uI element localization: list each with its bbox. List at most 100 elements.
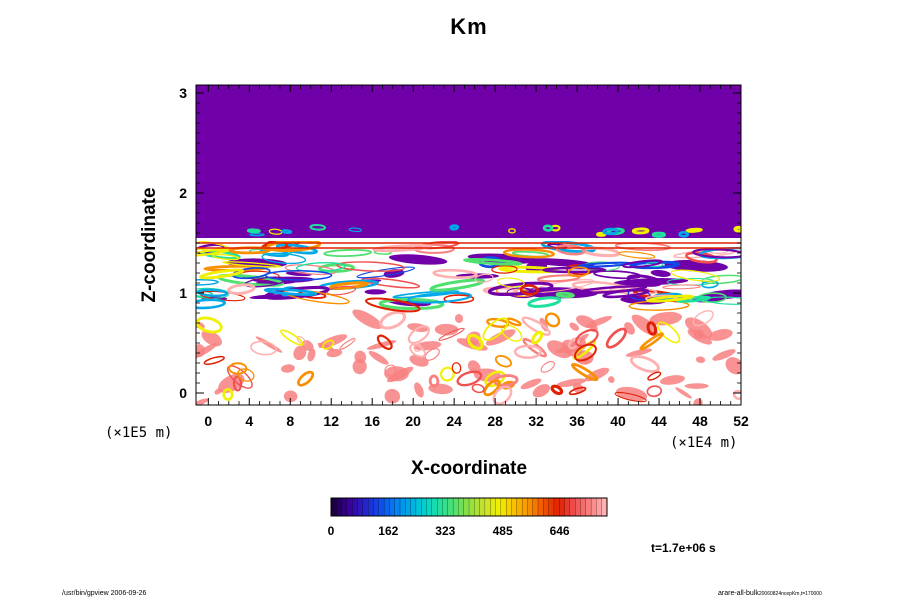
field-patch — [631, 314, 658, 336]
field-contour — [605, 327, 627, 349]
field-band — [196, 238, 741, 241]
field-contour — [631, 227, 650, 235]
field-contour — [222, 261, 282, 268]
field-contour — [196, 279, 219, 286]
field-patch — [708, 329, 733, 341]
field-contour — [705, 296, 741, 305]
colorbar-cell — [330, 497, 337, 517]
field-contour — [440, 366, 455, 382]
colorbar-cell — [336, 497, 343, 517]
field-contour — [297, 370, 315, 387]
colorbar-cell — [569, 497, 576, 517]
field-contour — [646, 385, 663, 398]
field-contour — [692, 248, 741, 259]
x-axis-unit: (×1E4 m) — [670, 435, 738, 451]
y-axis: 0 1 2 3 — [179, 85, 741, 401]
x-axis-label: X-coordinate — [410, 458, 528, 479]
footer-right-main: arare-all-bulk — [718, 590, 759, 597]
x-tick-label-8: 8 — [286, 413, 294, 429]
colorbar-cell — [378, 497, 385, 517]
field-contour — [203, 355, 225, 365]
field-contour — [409, 343, 426, 358]
field-contour — [482, 317, 509, 341]
x-tick-label-36: 36 — [569, 413, 585, 429]
colorbar-cell — [585, 497, 592, 517]
field-patch — [569, 322, 580, 331]
y-tick-label-0: 0 — [179, 385, 187, 401]
field-contour — [339, 338, 356, 350]
field-contour — [602, 227, 619, 236]
field-contour — [438, 327, 465, 341]
field-contour — [232, 375, 243, 392]
field-patch — [414, 382, 424, 398]
colorbar: 0 162 323 485 646 — [328, 497, 608, 538]
field-contour — [275, 243, 318, 255]
field-contour — [519, 284, 539, 296]
field-patch — [280, 364, 295, 373]
colorbar-cell — [548, 497, 555, 517]
field-contour — [657, 321, 681, 344]
field-contour — [609, 286, 658, 295]
field-contour — [540, 360, 555, 373]
y-tick-label-2: 2 — [179, 185, 187, 201]
field-patch — [520, 378, 542, 390]
field-patch — [556, 378, 587, 388]
field-contour — [196, 243, 225, 255]
field-contour — [498, 265, 559, 274]
field-patch — [485, 329, 516, 346]
colorbar-cell — [421, 497, 427, 517]
field-patch — [675, 387, 692, 399]
field-patch — [218, 373, 245, 394]
x-tick-label-16: 16 — [364, 413, 380, 429]
colorbar-cell — [346, 497, 353, 517]
field-contour — [542, 224, 554, 232]
field-contour — [407, 291, 472, 304]
field-contour — [531, 330, 544, 345]
field-contour — [513, 344, 543, 359]
colorbar-cell — [405, 497, 412, 517]
field-contour — [384, 364, 397, 377]
field-contour — [328, 281, 369, 290]
colorbar-cell — [532, 497, 539, 517]
field-contour — [474, 273, 494, 283]
field-contour — [521, 316, 551, 336]
field-contour — [236, 368, 255, 382]
colorbar-cell — [463, 497, 470, 517]
field-contour — [365, 297, 421, 313]
field-contour — [646, 294, 695, 303]
field-contour — [283, 289, 350, 305]
field-contour — [263, 285, 330, 300]
colorbar-cell — [521, 497, 528, 517]
colorbar-cell — [368, 497, 374, 517]
field-contour — [424, 348, 440, 361]
field-contour — [326, 285, 357, 296]
colorbar-cell — [580, 497, 587, 517]
x-tick-label-0: 0 — [204, 413, 212, 429]
chart-title: Km — [450, 14, 488, 39]
field-patch — [576, 315, 597, 329]
colorbar-cell — [394, 497, 401, 517]
field-contour — [614, 391, 647, 403]
field-contour — [249, 233, 265, 237]
field-contour — [692, 310, 714, 327]
field-patch — [285, 271, 312, 277]
field-patch — [368, 350, 389, 365]
field-patch — [725, 357, 741, 375]
colorbar-cell — [341, 497, 348, 517]
field-contour — [670, 269, 721, 282]
field-contour — [646, 321, 658, 336]
field-contour — [392, 290, 460, 299]
field-contour — [309, 223, 327, 231]
field-contour — [222, 388, 234, 401]
field-patch — [293, 345, 307, 361]
colorbar-cell — [437, 497, 443, 517]
field-contour — [629, 355, 660, 373]
colorbar-cell — [447, 497, 454, 517]
field-contour — [356, 266, 416, 279]
plot-frame — [195, 84, 742, 406]
field-patch — [454, 314, 464, 323]
field-patch — [326, 349, 343, 358]
field-contour — [544, 312, 561, 328]
field-contour — [449, 224, 460, 231]
